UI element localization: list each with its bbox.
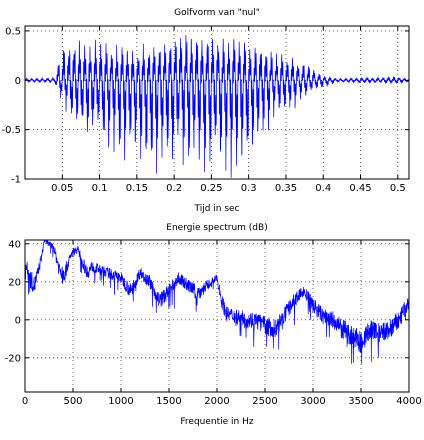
- x-tick-label: 2500: [252, 396, 277, 407]
- y-tick-label: 0.5: [5, 26, 21, 37]
- waveform-plot: [25, 35, 409, 178]
- spectrum-grid: [25, 240, 409, 392]
- waveform-title: Golfvorm van "nul": [174, 8, 260, 18]
- spectrum-line: [25, 240, 409, 365]
- x-tick-label: 0.2: [166, 183, 182, 194]
- x-tick-label: 0.35: [275, 183, 297, 194]
- x-tick-label: 0.1: [92, 183, 108, 194]
- spectrum-panel: Energie spectrum (dB) 0 500 1000 1500 2000 25…: [5, 223, 422, 427]
- x-tick-label: 0.4: [315, 183, 331, 194]
- spectrum-ticks: 0 500 1000 1500 2000 2500 3000 3500 4000 -20 0 20 40: [5, 239, 422, 407]
- y-tick-label: -20: [5, 353, 21, 364]
- y-tick-label: 20: [8, 277, 21, 288]
- x-tick-label: 3000: [300, 396, 325, 407]
- x-tick-label: 3500: [348, 396, 373, 407]
- y-tick-label: 0: [15, 315, 21, 326]
- x-tick-label: 0.15: [126, 183, 148, 194]
- spectrum-title: Energie spectrum (dB): [166, 223, 267, 233]
- x-tick-label: 2000: [204, 396, 229, 407]
- x-tick-label: 1000: [108, 396, 133, 407]
- y-tick-label: 0: [15, 76, 21, 87]
- x-tick-label: 0.45: [349, 183, 371, 194]
- x-tick-label: 500: [63, 396, 82, 407]
- waveform-x-axis-label: Tijd in sec: [193, 204, 239, 214]
- y-tick-label: -0.5: [1, 125, 21, 136]
- x-tick-label: 0: [22, 396, 28, 407]
- waveform-ticks: 0.05 0.1 0.15 0.2 0.25 0.3 0.35 0.4 0.45 0.5 -1 -0.…: [1, 26, 409, 194]
- x-tick-label: 0.5: [390, 183, 406, 194]
- x-tick-label: 1500: [156, 396, 181, 407]
- x-tick-label: 0.3: [241, 183, 257, 194]
- spectrum-x-axis-label: Frequentie in Hz: [180, 417, 253, 427]
- waveform-axes-frame: [24, 25, 410, 180]
- x-tick-label: 0.05: [51, 183, 73, 194]
- x-tick-label: 4000: [396, 396, 421, 407]
- spectrum-plot: [25, 240, 409, 365]
- y-tick-label: 40: [8, 239, 21, 250]
- x-tick-label: 0.25: [200, 183, 222, 194]
- waveform-panel: Golfvorm van "nul" 0.05 0.1 0.15 0.2 0.25 0.3…: [1, 8, 410, 214]
- waveform-line: [25, 35, 409, 178]
- y-tick-label: -1: [11, 175, 21, 186]
